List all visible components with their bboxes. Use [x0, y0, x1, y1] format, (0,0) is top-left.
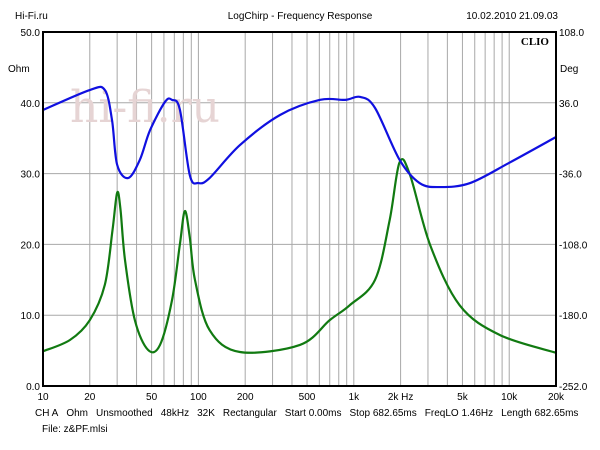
x-tick-label: 100 [190, 392, 207, 403]
timestamp: 10.02.2010 21.09.03 [466, 11, 558, 22]
plot-frame [42, 31, 557, 387]
series-line-phase [42, 85, 557, 189]
file-name: File: z&PF.mlsi [42, 424, 108, 435]
x-tick-label: 5k [457, 392, 469, 403]
footer-param: CH A [35, 408, 59, 419]
y2-axis-label: Deg [560, 64, 578, 75]
y-tick-label: 0.0 [26, 382, 40, 393]
clio-brand: CLIO [521, 36, 550, 48]
x-tick-label: 20k [548, 392, 565, 403]
footer-param: Stop 682.65ms [349, 408, 417, 419]
x-tick-label: 10k [501, 392, 518, 403]
footer-params: CH A Ohm Unsmoothed 48kHz 32K Rectangular Star… [35, 408, 586, 419]
x-tick-label: 2k Hz [388, 392, 414, 403]
x-tick-label: 500 [299, 392, 316, 403]
footer-param: Ohm [66, 408, 89, 419]
x-tick-label: 200 [237, 392, 254, 403]
y-axis-label: Ohm [8, 64, 30, 75]
y-tick-label: 40.0 [21, 99, 41, 110]
header-left: Hi-Fi.ru [15, 11, 48, 22]
y2-tick-label: -252.0 [559, 382, 588, 393]
footer-param: 48kHz [160, 408, 190, 419]
y2-tick-label: -180.0 [559, 311, 588, 322]
x-tick-label: 10 [37, 392, 49, 403]
footer-param: 32K [197, 408, 215, 419]
footer-param: Start 0.00ms [284, 408, 342, 419]
y2-tick-label: 108.0 [559, 28, 584, 39]
y-tick-label: 10.0 [21, 311, 41, 322]
y-tick-label: 50.0 [21, 28, 41, 39]
x-tick-label: 50 [146, 392, 158, 403]
footer-param: Length 682.65ms [501, 408, 579, 419]
chart-title: LogChirp - Frequency Response [227, 11, 373, 22]
x-tick-label: 1k [349, 392, 361, 403]
y-tick-label: 20.0 [21, 240, 41, 251]
footer-param: FreqLO 1.46Hz [424, 408, 494, 419]
footer-param: Rectangular [222, 408, 277, 419]
y2-tick-label: -36.0 [559, 170, 582, 181]
series-line-impedance [42, 158, 557, 354]
x-tick-label: 20 [84, 392, 96, 403]
footer-param: Unsmoothed [96, 408, 153, 419]
watermark-logo: hi-fi.ru [70, 82, 220, 133]
y2-tick-label: -108.0 [559, 240, 588, 251]
y2-tick-label: 36.0 [559, 99, 579, 110]
y-tick-label: 30.0 [21, 170, 41, 181]
